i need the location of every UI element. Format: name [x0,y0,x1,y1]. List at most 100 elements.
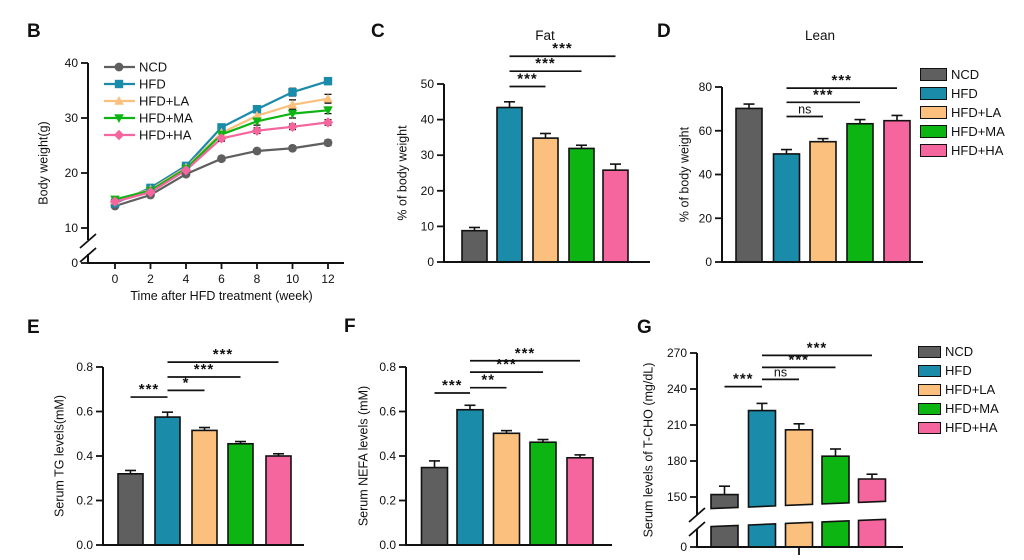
y-tick-label: 30 [421,148,435,162]
y-tick-label: 0 [680,540,687,554]
x-tick-label: 10 [286,272,300,286]
y-tick-label: 210 [667,418,687,432]
y-tick-label: 20 [699,211,713,225]
panel-B-plot: 0 10 20 30 40 Body weight(g) 0 2 4 6 8 10 12 Time aft… [36,56,344,303]
marker-HFD+MA [323,106,333,116]
y-tick-label: 0.4 [76,449,93,463]
y-axis-label: Serum levels of T-CHO (mg/dL) [641,363,655,538]
marker-HFD+HA [216,133,227,144]
marker-HFD [323,76,333,86]
significance-label: *** [813,86,834,103]
y-tick-label: 40 [65,56,79,70]
y-tick-label: 0.0 [379,538,396,552]
bar-HFD+HA [265,455,292,546]
legend-item-HFD+MA: HFD+MA [920,125,1005,138]
marker-HFD+HA [180,165,192,176]
y-tick-label: 0.6 [379,405,396,419]
marker-HFD [252,105,262,114]
bar-HFD+MA [529,441,557,546]
marker-HFD+HA [251,125,263,136]
legend-item-HFD+HA: HFD+HA [920,144,1005,157]
legend-item-NCD: NCD [920,68,1005,81]
significance-label: *** [194,361,215,378]
bar-HFD+LA [532,137,559,263]
legend-inline-label-HFD+HA: HFD+HA [139,128,192,143]
x-tick-label: 8 [254,272,261,286]
y-tick-label: 180 [667,454,687,468]
legend-label-NCD: NCD [945,344,974,359]
panel-label-C: C [371,21,385,42]
bar-HFD [496,106,523,263]
marker-HFD [288,87,297,97]
panel-label-D: D [657,21,671,42]
bar-NCD [117,473,144,546]
y-tick-label: 150 [667,490,687,504]
panel-E-plot: Serum TG levels(mM)0.00.20.40.60.8*** ***… [52,346,304,552]
legend-label-NCD: NCD [951,67,980,82]
legend-marker-NCD [114,62,124,72]
significance-label: *** [517,70,538,87]
significance-label: ns [798,103,811,117]
legend-item-HFD+LA: HFD+LA [920,106,1005,119]
legend-bottom: NCD HFD HFD+LA HFD+MA HFD+HA [918,345,999,434]
legend-item-HFD+HA: HFD+HA [918,421,999,434]
bar-HFD+LA [784,429,814,507]
bar-HFD [747,409,777,508]
chart-title: Fat [535,28,555,43]
bar-HFD+LA [809,140,837,263]
y-tick-label: 20 [421,184,435,198]
legend-label-HFD+LA: HFD+LA [945,382,996,397]
panel-label-G: G [637,317,652,338]
significance-label: *** [213,346,234,363]
axis-break-slash [79,233,97,249]
y-tick-label: 10 [421,219,435,233]
bar-stub-HFD+MA [821,520,850,548]
bar-HFD+HA [602,169,629,263]
legend-item-HFD: HFD [920,87,1005,100]
bar-HFD+HA [857,478,887,504]
significance-label: *** [831,72,852,89]
significance-label: *** [535,55,556,72]
y-axis-label: Body weight(g) [36,121,50,204]
significance-label: ns [774,365,787,379]
marker-HFD+HA [322,117,334,128]
legend-label-HFD+MA: HFD+MA [945,401,999,416]
x-tick-label: 4 [183,272,190,286]
chart-body-weight: 0 10 20 30 40 Body weight(g) 0 2 4 6 8 10 12 Time aft… [14,6,355,311]
legend-item-HFD+MA: HFD+MA [918,402,999,415]
bar-HFD+MA [227,442,254,546]
x-tick-label: 6 [218,272,225,286]
legend-swatch-HFD+LA [920,106,947,119]
bar-stub-HFD+LA [784,521,814,548]
bar-stub-HFD [747,523,777,548]
panel-F-plot: Serum NEFA levels (mM)0.00.20.40.60.8***… [356,345,612,552]
legend-swatch-HFD+MA [918,402,941,415]
panel-G-plot: Serum levels of T-CHO (mg/dL) 0 150 180 210 2… [641,339,903,555]
y-tick-label: 20 [65,166,79,180]
chart-serum-nefa: Serum NEFA levels (mM) 0.0 0.2 0.4 0.6 0.8 ***… [335,316,633,560]
legend-label-HFD+MA: HFD+MA [951,124,1005,139]
y-tick-label: 40 [699,168,713,182]
legend-swatch-HFD+LA [918,383,941,396]
x-tick-label: 0 [112,272,119,286]
legend-swatch-HFD+HA [920,144,947,157]
y-tick-label: 40 [421,113,435,127]
legend-marker-HFD+HA [113,129,125,141]
legend-swatch-NCD [918,345,941,358]
legend-label-HFD+HA: HFD+HA [945,420,998,435]
marker-HFD+HA [109,196,121,207]
panel-label-E: E [27,317,40,338]
legend-swatch-NCD [920,68,947,81]
legend-item-HFD+LA: HFD+LA [918,383,999,396]
significance-label: *** [139,381,160,398]
marker-HFD [217,123,226,132]
chart-title: Lean [805,28,835,43]
marker-NCD [323,138,333,148]
y-axis-label: Serum NEFA levels (mM) [356,386,370,526]
marker-NCD [252,146,262,156]
legend-label-HFD+HA: HFD+HA [951,143,1004,158]
bar-HFD+MA [846,122,874,263]
legend-item-HFD: HFD [918,364,999,377]
